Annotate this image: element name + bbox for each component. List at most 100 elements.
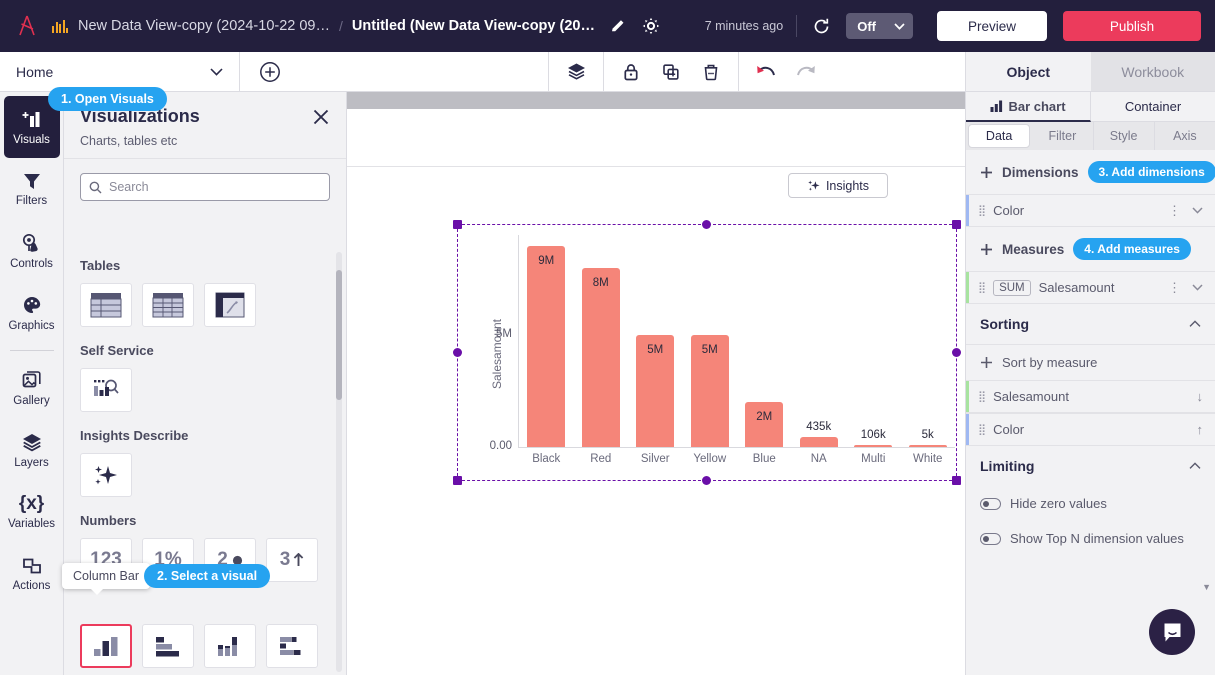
refresh-icon[interactable]	[810, 15, 832, 37]
visual-tile-explore[interactable]	[80, 368, 132, 412]
panel-scrollbar-track[interactable]	[336, 252, 342, 672]
visual-tile-table[interactable]	[80, 283, 132, 327]
delete-icon[interactable]	[700, 61, 722, 83]
resize-handle-tr[interactable]	[952, 220, 961, 229]
visual-tile-kpi-trend[interactable]: 3	[266, 538, 318, 582]
sheet-select[interactable]: Home	[0, 51, 240, 92]
plus-icon[interactable]	[980, 166, 993, 179]
auto-refresh-select[interactable]: Off	[846, 13, 913, 39]
publish-button[interactable]: Publish	[1063, 11, 1201, 41]
limiting-header[interactable]: Limiting	[966, 446, 1215, 486]
drag-handle-icon[interactable]: ⣿	[978, 281, 986, 294]
resize-handle-top[interactable]	[702, 220, 711, 229]
bar-na[interactable]	[799, 437, 838, 447]
sidebar-item-gallery[interactable]: Gallery	[4, 357, 60, 419]
bar-yellow[interactable]	[690, 335, 729, 447]
resize-handle-tl[interactable]	[453, 220, 462, 229]
resize-handle-left[interactable]	[453, 347, 462, 357]
bar-chart-icon	[52, 19, 68, 33]
visual-tile-crosstab[interactable]	[142, 283, 194, 327]
analytics-logo-icon[interactable]	[14, 13, 40, 39]
tab-filter[interactable]: Filter	[1032, 122, 1094, 150]
bar-blue[interactable]	[745, 402, 784, 447]
sidebar-item-graphics[interactable]: Graphics	[4, 282, 60, 344]
search-input[interactable]	[109, 180, 321, 194]
bar-black[interactable]	[527, 246, 566, 447]
toggle-icon[interactable]	[980, 497, 1001, 510]
sort-direction[interactable]: ↑	[1196, 422, 1204, 437]
section-title-numbers: Numbers	[80, 513, 137, 528]
undo-icon[interactable]	[755, 61, 777, 83]
tab-bar-chart[interactable]: Bar chart	[966, 92, 1091, 122]
preview-button[interactable]: Preview	[937, 11, 1047, 41]
measure-chip-salesamount[interactable]: ⣿ SUM Salesamount ⋮	[966, 271, 1215, 304]
bar-silver[interactable]	[636, 335, 675, 447]
add-sheet-button[interactable]	[240, 52, 300, 92]
lock-icon[interactable]	[620, 61, 642, 83]
resize-handle-bl[interactable]	[453, 476, 462, 485]
tab-object[interactable]: Object	[966, 52, 1091, 91]
sidebar-item-variables[interactable]: {x} Variables	[4, 481, 60, 543]
panel-scroll-down-arrow[interactable]: ▼	[1202, 582, 1211, 592]
tab-axis[interactable]: Axis	[1173, 129, 1197, 143]
callout-add-measures: 4. Add measures	[1073, 238, 1191, 260]
resize-handle-bottom[interactable]	[702, 476, 711, 485]
drag-handle-icon[interactable]: ⣿	[978, 390, 986, 403]
dimension-chip-color[interactable]: ⣿ Color ⋮	[966, 194, 1215, 227]
limit-label: Hide zero values	[1010, 496, 1107, 511]
chart-selection-box[interactable]: Salesamount 5M 0.00 9M 8M 5M 5M 2M 435k 106k 5k …	[453, 220, 961, 485]
drag-handle-icon[interactable]: ⣿	[978, 204, 986, 217]
more-vertical-icon[interactable]: ⋮	[1168, 202, 1181, 218]
limit-hide-zero-values[interactable]: Hide zero values	[966, 486, 1215, 521]
breadcrumb-parent[interactable]: New Data View-copy (2024-10-22 09…	[78, 18, 331, 34]
y-tick-1: 0.00	[489, 440, 512, 452]
sorting-header[interactable]: Sorting	[966, 304, 1215, 344]
chevron-down-icon[interactable]	[1192, 207, 1203, 214]
tab-style[interactable]: Style	[1094, 122, 1155, 150]
resize-handle-right[interactable]	[952, 347, 961, 357]
visuals-icon	[21, 108, 43, 130]
bar-red[interactable]	[581, 268, 620, 447]
close-icon[interactable]	[310, 106, 332, 128]
visual-tile-insights-describe[interactable]	[80, 453, 132, 497]
controls-icon	[20, 232, 43, 254]
sidebar-item-controls[interactable]: Controls	[4, 220, 60, 282]
sort-direction[interactable]: ↓	[1196, 389, 1204, 404]
sort-chip-color[interactable]: ⣿ Color ↑	[966, 413, 1215, 446]
limit-show-top-n[interactable]: Show Top N dimension values	[966, 521, 1215, 556]
visual-tile-column-bar[interactable]	[80, 624, 132, 668]
bar-multi[interactable]	[854, 444, 893, 447]
sort-chip-salesamount[interactable]: ⣿ Salesamount ↓	[966, 380, 1215, 413]
tab-container[interactable]: Container	[1091, 92, 1215, 122]
drag-handle-icon[interactable]: ⣿	[978, 423, 986, 436]
sidebar-item-filters[interactable]: Filters	[4, 158, 60, 220]
tab-workbook[interactable]: Workbook	[1090, 52, 1215, 91]
visual-tile-scatter-table[interactable]	[204, 283, 256, 327]
bar-chart[interactable]: Salesamount 5M 0.00 9M 8M 5M 5M 2M 435k 106k 5k …	[458, 225, 958, 482]
chat-bubble-icon[interactable]	[1149, 609, 1195, 655]
gear-icon[interactable]	[641, 16, 661, 36]
chevron-down-icon[interactable]	[1192, 284, 1203, 291]
bar-white[interactable]	[908, 445, 947, 447]
chevron-up-icon[interactable]	[1189, 462, 1201, 470]
tab-data[interactable]: Data	[968, 124, 1031, 148]
panel-scrollbar-thumb[interactable]	[336, 270, 342, 400]
resize-handle-br[interactable]	[952, 476, 961, 485]
duplicate-icon[interactable]	[660, 61, 682, 83]
insights-button[interactable]: Insights	[788, 173, 888, 198]
sidebar-item-actions[interactable]: Actions	[4, 543, 60, 605]
sort-by-measure-button[interactable]: Sort by measure	[966, 344, 1215, 380]
more-vertical-icon[interactable]: ⋮	[1168, 279, 1181, 295]
toggle-icon[interactable]	[980, 532, 1001, 545]
visual-tile-stacked-bar[interactable]	[266, 624, 318, 668]
dot-icon	[232, 555, 243, 566]
pencil-icon[interactable]	[608, 16, 628, 36]
sidebar-item-layers[interactable]: Layers	[4, 419, 60, 481]
search-box[interactable]	[80, 173, 330, 201]
layers-icon[interactable]	[565, 61, 587, 83]
visual-tile-grouped-bar[interactable]	[204, 624, 256, 668]
chevron-up-icon[interactable]	[1189, 320, 1201, 328]
measure-aggregation[interactable]: SUM	[993, 279, 1031, 296]
visual-tile-horizontal-bar[interactable]	[142, 624, 194, 668]
plus-icon[interactable]	[980, 243, 993, 256]
